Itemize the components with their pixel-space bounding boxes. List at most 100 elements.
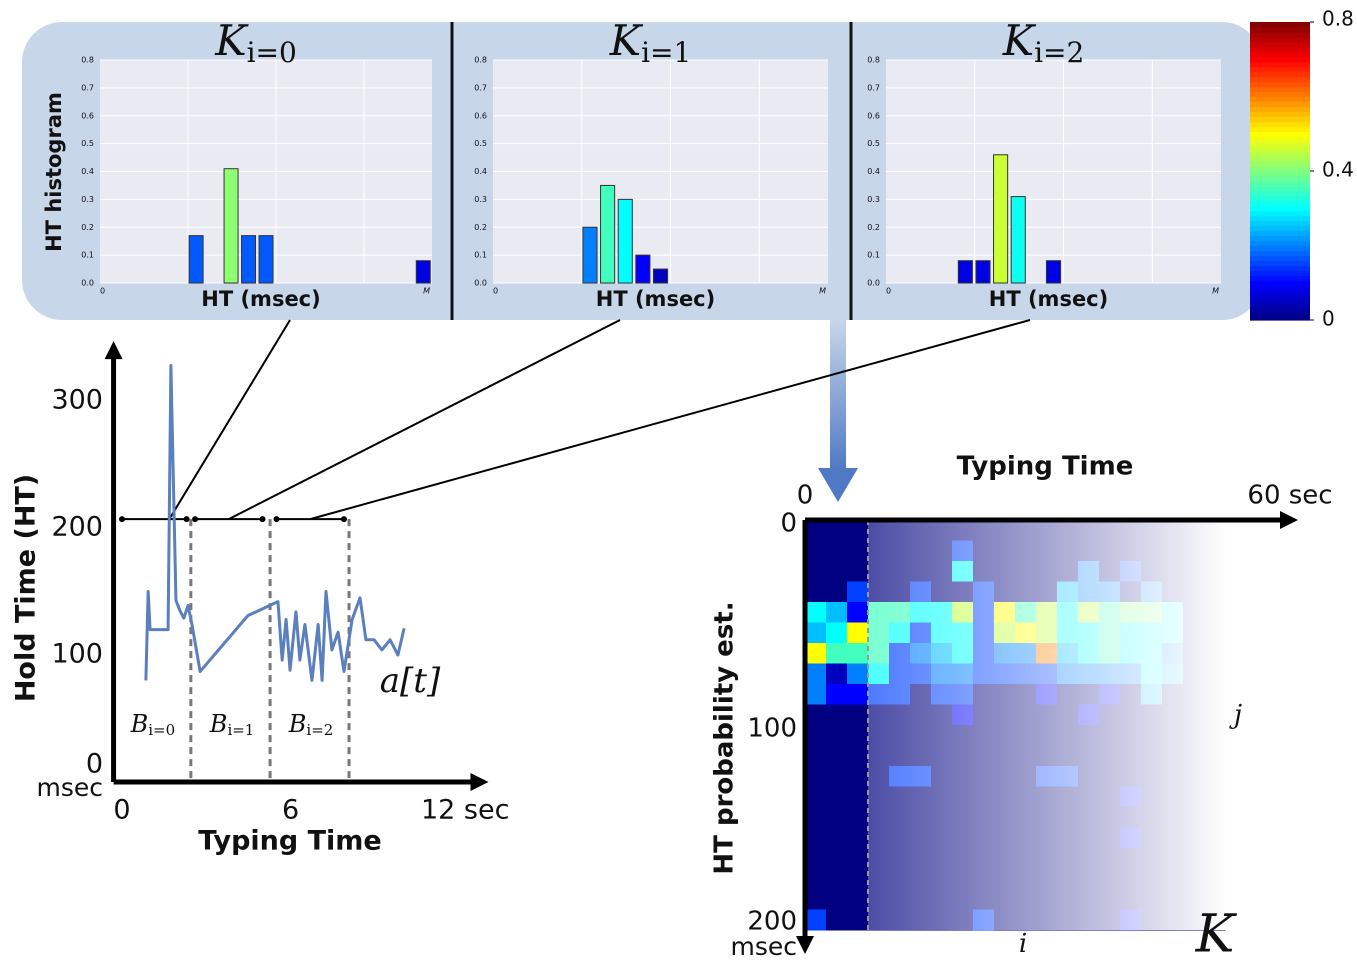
histogram-title: Ki=0 bbox=[214, 16, 297, 69]
colorbar-segment bbox=[1250, 116, 1310, 122]
colorbar-segment bbox=[1250, 310, 1310, 316]
y-axis-arrow bbox=[104, 341, 123, 360]
y-tick-label: 0.6 bbox=[474, 111, 487, 120]
x-range-label: 0 bbox=[493, 287, 498, 296]
colorbar-segment bbox=[1250, 270, 1310, 276]
colorbar-segment bbox=[1250, 295, 1310, 301]
heatmap-cell bbox=[847, 889, 869, 910]
heatmap-cell bbox=[847, 807, 869, 828]
y-tick-label: 0.5 bbox=[474, 139, 487, 148]
x-axis-label: Typing Time bbox=[198, 826, 381, 857]
heatmap-cell bbox=[847, 704, 869, 726]
y-axis-label: Hold Time (HT) bbox=[11, 474, 42, 702]
series-line bbox=[144, 363, 406, 682]
colorbar-segment bbox=[1250, 161, 1310, 167]
x-range-label: M bbox=[1212, 287, 1219, 296]
colorbar-segment bbox=[1250, 106, 1310, 112]
heatmap-cell bbox=[805, 848, 827, 869]
x-axis-label: HT (msec) bbox=[989, 287, 1108, 311]
series-annotation: a[t] bbox=[380, 661, 441, 701]
title-main: K bbox=[1002, 16, 1037, 65]
colorbar-segment bbox=[1250, 290, 1310, 296]
y-tick-label: 0.2 bbox=[867, 223, 880, 232]
window-end bbox=[183, 516, 190, 523]
x-tick-label: 12 sec bbox=[421, 795, 509, 826]
y-tick-label: 0.0 bbox=[474, 279, 487, 288]
heatmap-cell bbox=[826, 704, 848, 726]
heatmap-cell bbox=[826, 663, 848, 685]
heatmap-cell bbox=[805, 725, 827, 746]
heatmap-cell bbox=[826, 786, 848, 808]
block-label-main: B bbox=[209, 710, 228, 738]
block-label: Bi=2 bbox=[288, 710, 334, 740]
histogram-title: Ki=2 bbox=[1002, 16, 1085, 69]
y-unit-label: msec bbox=[36, 773, 103, 802]
colorbar-segment bbox=[1250, 86, 1310, 93]
colorbar-segment bbox=[1250, 235, 1310, 242]
bar bbox=[957, 260, 973, 284]
colorbar-segment bbox=[1250, 215, 1310, 222]
flow-arrow bbox=[830, 320, 846, 470]
colorbar-segment bbox=[1250, 46, 1310, 53]
y-tick-label: 0.7 bbox=[474, 83, 487, 92]
colorbar-segment bbox=[1250, 255, 1310, 261]
bar bbox=[993, 154, 1009, 284]
heatmap-cell bbox=[847, 561, 869, 582]
y-tick-label: 0.2 bbox=[474, 223, 487, 232]
y-axis-label: HT probability est. bbox=[710, 601, 740, 874]
connector bbox=[168, 319, 291, 520]
heatmap-cell bbox=[826, 602, 848, 623]
heatmap-cell bbox=[805, 745, 827, 767]
bar bbox=[1045, 260, 1062, 284]
colorbar-segment bbox=[1250, 151, 1310, 157]
colorbar-segment bbox=[1250, 305, 1310, 311]
heatmap-cell bbox=[805, 602, 827, 623]
y-tick-label: 0 bbox=[780, 509, 797, 539]
x-tick-label: 0 bbox=[797, 481, 814, 511]
window-end bbox=[340, 516, 347, 523]
heatmap-cell bbox=[847, 520, 869, 541]
x-tick-label: 60 sec bbox=[1247, 481, 1332, 511]
title-main: K bbox=[214, 16, 249, 65]
heatmap-cell bbox=[847, 622, 869, 644]
colorbar-segment bbox=[1250, 71, 1310, 78]
title-main: K bbox=[609, 16, 644, 65]
histogram-title: Ki=1 bbox=[609, 16, 692, 69]
colorbar-segment bbox=[1250, 61, 1310, 68]
bar bbox=[188, 235, 204, 284]
x-tick-label: 0 bbox=[113, 795, 130, 826]
heatmap-cell bbox=[805, 827, 827, 849]
heatmap-cell bbox=[826, 540, 848, 562]
heatmap-cell bbox=[826, 889, 848, 910]
colorbar-segment bbox=[1250, 141, 1310, 147]
colorbar-segment bbox=[1250, 26, 1310, 33]
bar bbox=[223, 168, 239, 284]
colorbar-segment bbox=[1250, 36, 1310, 43]
colorbar-segment bbox=[1250, 245, 1310, 252]
colorbar-segment bbox=[1250, 240, 1310, 247]
heatmap-cell bbox=[826, 766, 848, 787]
x-range-label: 0 bbox=[100, 287, 105, 296]
block-label: Bi=0 bbox=[130, 710, 176, 740]
colorbar-segment bbox=[1250, 185, 1310, 192]
heatmap-cell bbox=[847, 848, 869, 869]
colorbar-segment bbox=[1250, 250, 1310, 257]
heatmap-cell bbox=[805, 909, 827, 931]
heatmap-cell bbox=[826, 684, 848, 705]
colorbar-segment bbox=[1250, 121, 1310, 127]
window-start bbox=[192, 516, 199, 523]
heatmap-cell bbox=[826, 725, 848, 746]
colorbar-segment bbox=[1250, 200, 1310, 207]
heatmap-cell bbox=[826, 909, 848, 931]
y-axis-label: HT histogram bbox=[42, 92, 66, 252]
colorbar-segment bbox=[1250, 166, 1310, 172]
y-tick-label: 0.6 bbox=[867, 111, 880, 120]
y-tick-label: 0 bbox=[86, 749, 103, 780]
colorbar-segment bbox=[1250, 195, 1310, 202]
y-tick-label: 0.7 bbox=[867, 83, 880, 92]
colorbar-segment bbox=[1250, 41, 1310, 48]
colorbar-segment bbox=[1250, 96, 1310, 103]
heatmap-cell bbox=[805, 766, 827, 787]
heatmap-cell bbox=[805, 663, 827, 685]
